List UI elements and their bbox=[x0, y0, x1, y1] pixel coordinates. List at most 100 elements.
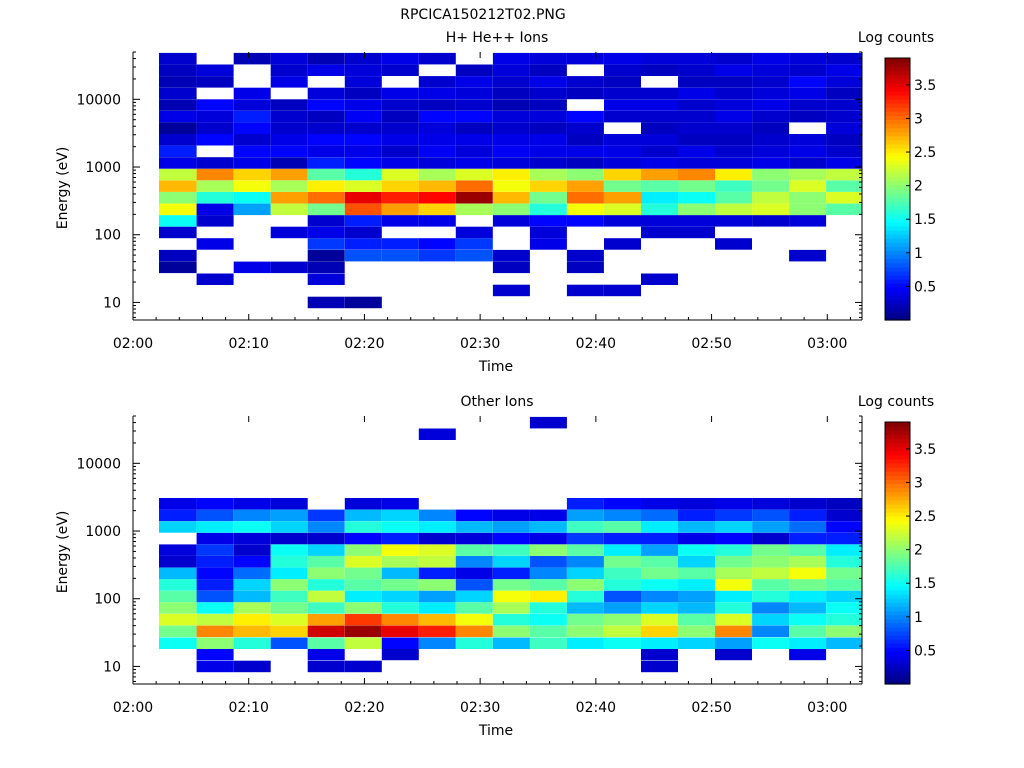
colorbar-segment bbox=[885, 663, 910, 669]
heatmap-cell bbox=[196, 556, 234, 568]
heatmap-cell bbox=[233, 145, 271, 158]
colorbar-segment bbox=[885, 148, 910, 153]
heatmap-cell bbox=[715, 625, 752, 638]
colorbar-segment bbox=[885, 98, 910, 104]
heatmap-cell bbox=[307, 249, 345, 262]
heatmap-cell bbox=[566, 76, 604, 88]
heatmap-cell bbox=[529, 157, 567, 169]
colorbar-segment bbox=[885, 446, 910, 452]
heatmap-cell bbox=[566, 625, 604, 638]
heatmap-cell bbox=[159, 521, 197, 533]
heatmap-cell bbox=[307, 215, 345, 227]
heatmap-cell bbox=[752, 567, 790, 580]
heatmap-cell bbox=[604, 602, 641, 614]
heatmap-cell bbox=[752, 145, 790, 158]
heatmap-cell bbox=[381, 498, 419, 510]
heatmap-cell bbox=[455, 579, 493, 591]
heatmap-cell bbox=[566, 215, 604, 227]
heatmap-cell bbox=[344, 590, 382, 603]
heatmap-cell bbox=[529, 613, 567, 626]
heatmap-cell bbox=[344, 110, 382, 123]
heatmap-cell bbox=[752, 157, 790, 169]
colorbar-segment bbox=[885, 614, 910, 620]
colorbar-segment bbox=[885, 299, 910, 305]
x-tick-label: 02:50 bbox=[691, 336, 731, 352]
heatmap-cell bbox=[492, 532, 530, 545]
heatmap-cell bbox=[678, 521, 715, 533]
heatmap-cell bbox=[826, 567, 862, 580]
colorbar-segment bbox=[885, 234, 910, 239]
heatmap-cell bbox=[826, 613, 862, 626]
heatmap-cell bbox=[752, 64, 790, 76]
heatmap-cell bbox=[307, 602, 345, 614]
heatmap-cell bbox=[381, 157, 419, 169]
heatmap-cell bbox=[789, 509, 827, 522]
heatmap-cell bbox=[233, 192, 271, 204]
colorbar-segment bbox=[885, 242, 910, 247]
heatmap-cell bbox=[196, 76, 234, 88]
x-tick-label: 02:30 bbox=[460, 700, 500, 716]
panel-top-xlabel: Time bbox=[478, 359, 513, 375]
heatmap-cell bbox=[752, 134, 790, 146]
heatmap-cell bbox=[344, 567, 382, 580]
heatmap-cell bbox=[604, 134, 641, 146]
heatmap-cell bbox=[196, 192, 234, 204]
heatmap-cell bbox=[641, 521, 678, 533]
heatmap-cell bbox=[196, 203, 234, 216]
heatmap-cell bbox=[566, 192, 604, 204]
heatmap-cell bbox=[307, 192, 345, 204]
heatmap-cell bbox=[715, 602, 752, 614]
heatmap-cell bbox=[492, 192, 530, 204]
heatmap-cell bbox=[641, 203, 678, 216]
heatmap-cell bbox=[752, 579, 790, 591]
heatmap-cell bbox=[196, 613, 234, 626]
heatmap-cell bbox=[418, 602, 456, 614]
heatmap-cell bbox=[196, 134, 234, 146]
heatmap-cell bbox=[715, 215, 752, 227]
colorbar-segment bbox=[885, 295, 910, 301]
heatmap-cell bbox=[789, 567, 827, 580]
heatmap-cell bbox=[492, 76, 530, 88]
heatmap-cell bbox=[307, 625, 345, 638]
page-title: RPCICA150212T02.PNG bbox=[400, 7, 565, 23]
heatmap-cell bbox=[344, 180, 382, 192]
colorbar-segment bbox=[885, 507, 910, 513]
x-tick-label: 02:40 bbox=[576, 700, 616, 716]
heatmap-cell bbox=[307, 226, 345, 239]
heatmap-cell bbox=[344, 521, 382, 533]
heatmap-cell bbox=[492, 521, 530, 533]
heatmap-cell bbox=[492, 261, 530, 274]
colorbar-segment bbox=[885, 647, 910, 652]
colorbar-tick-label: 0.5 bbox=[914, 643, 936, 659]
heatmap-cell bbox=[196, 637, 234, 649]
heatmap-cell bbox=[307, 590, 345, 603]
heatmap-cell bbox=[715, 122, 752, 134]
heatmap-cell bbox=[270, 145, 308, 158]
heatmap-cell bbox=[270, 613, 308, 626]
heatmap-cell bbox=[641, 122, 678, 134]
heatmap-cell bbox=[715, 157, 752, 169]
heatmap-cell bbox=[418, 521, 456, 533]
heatmap-cell bbox=[566, 134, 604, 146]
heatmap-cell bbox=[344, 509, 382, 522]
heatmap-cell bbox=[344, 203, 382, 216]
heatmap-cell bbox=[233, 99, 271, 111]
heatmap-cell bbox=[641, 648, 678, 661]
colorbar-segment bbox=[885, 520, 910, 525]
colorbar-segment bbox=[885, 205, 910, 211]
heatmap-cell bbox=[159, 180, 197, 192]
heatmap-cell bbox=[159, 590, 197, 603]
heatmap-cell bbox=[307, 273, 345, 285]
heatmap-cell bbox=[159, 261, 197, 274]
heatmap-cell bbox=[529, 416, 567, 429]
colorbar-segment bbox=[885, 503, 910, 509]
heatmap-cell bbox=[641, 590, 678, 603]
heatmap-cell bbox=[715, 498, 752, 510]
heatmap-cell bbox=[641, 602, 678, 614]
heatmap-cell bbox=[641, 579, 678, 591]
heatmap-cell bbox=[196, 215, 234, 227]
heatmap-cell bbox=[826, 168, 862, 181]
heatmap-cell bbox=[826, 544, 862, 556]
colorbar-segment bbox=[885, 679, 910, 685]
colorbar-segment bbox=[885, 467, 910, 472]
